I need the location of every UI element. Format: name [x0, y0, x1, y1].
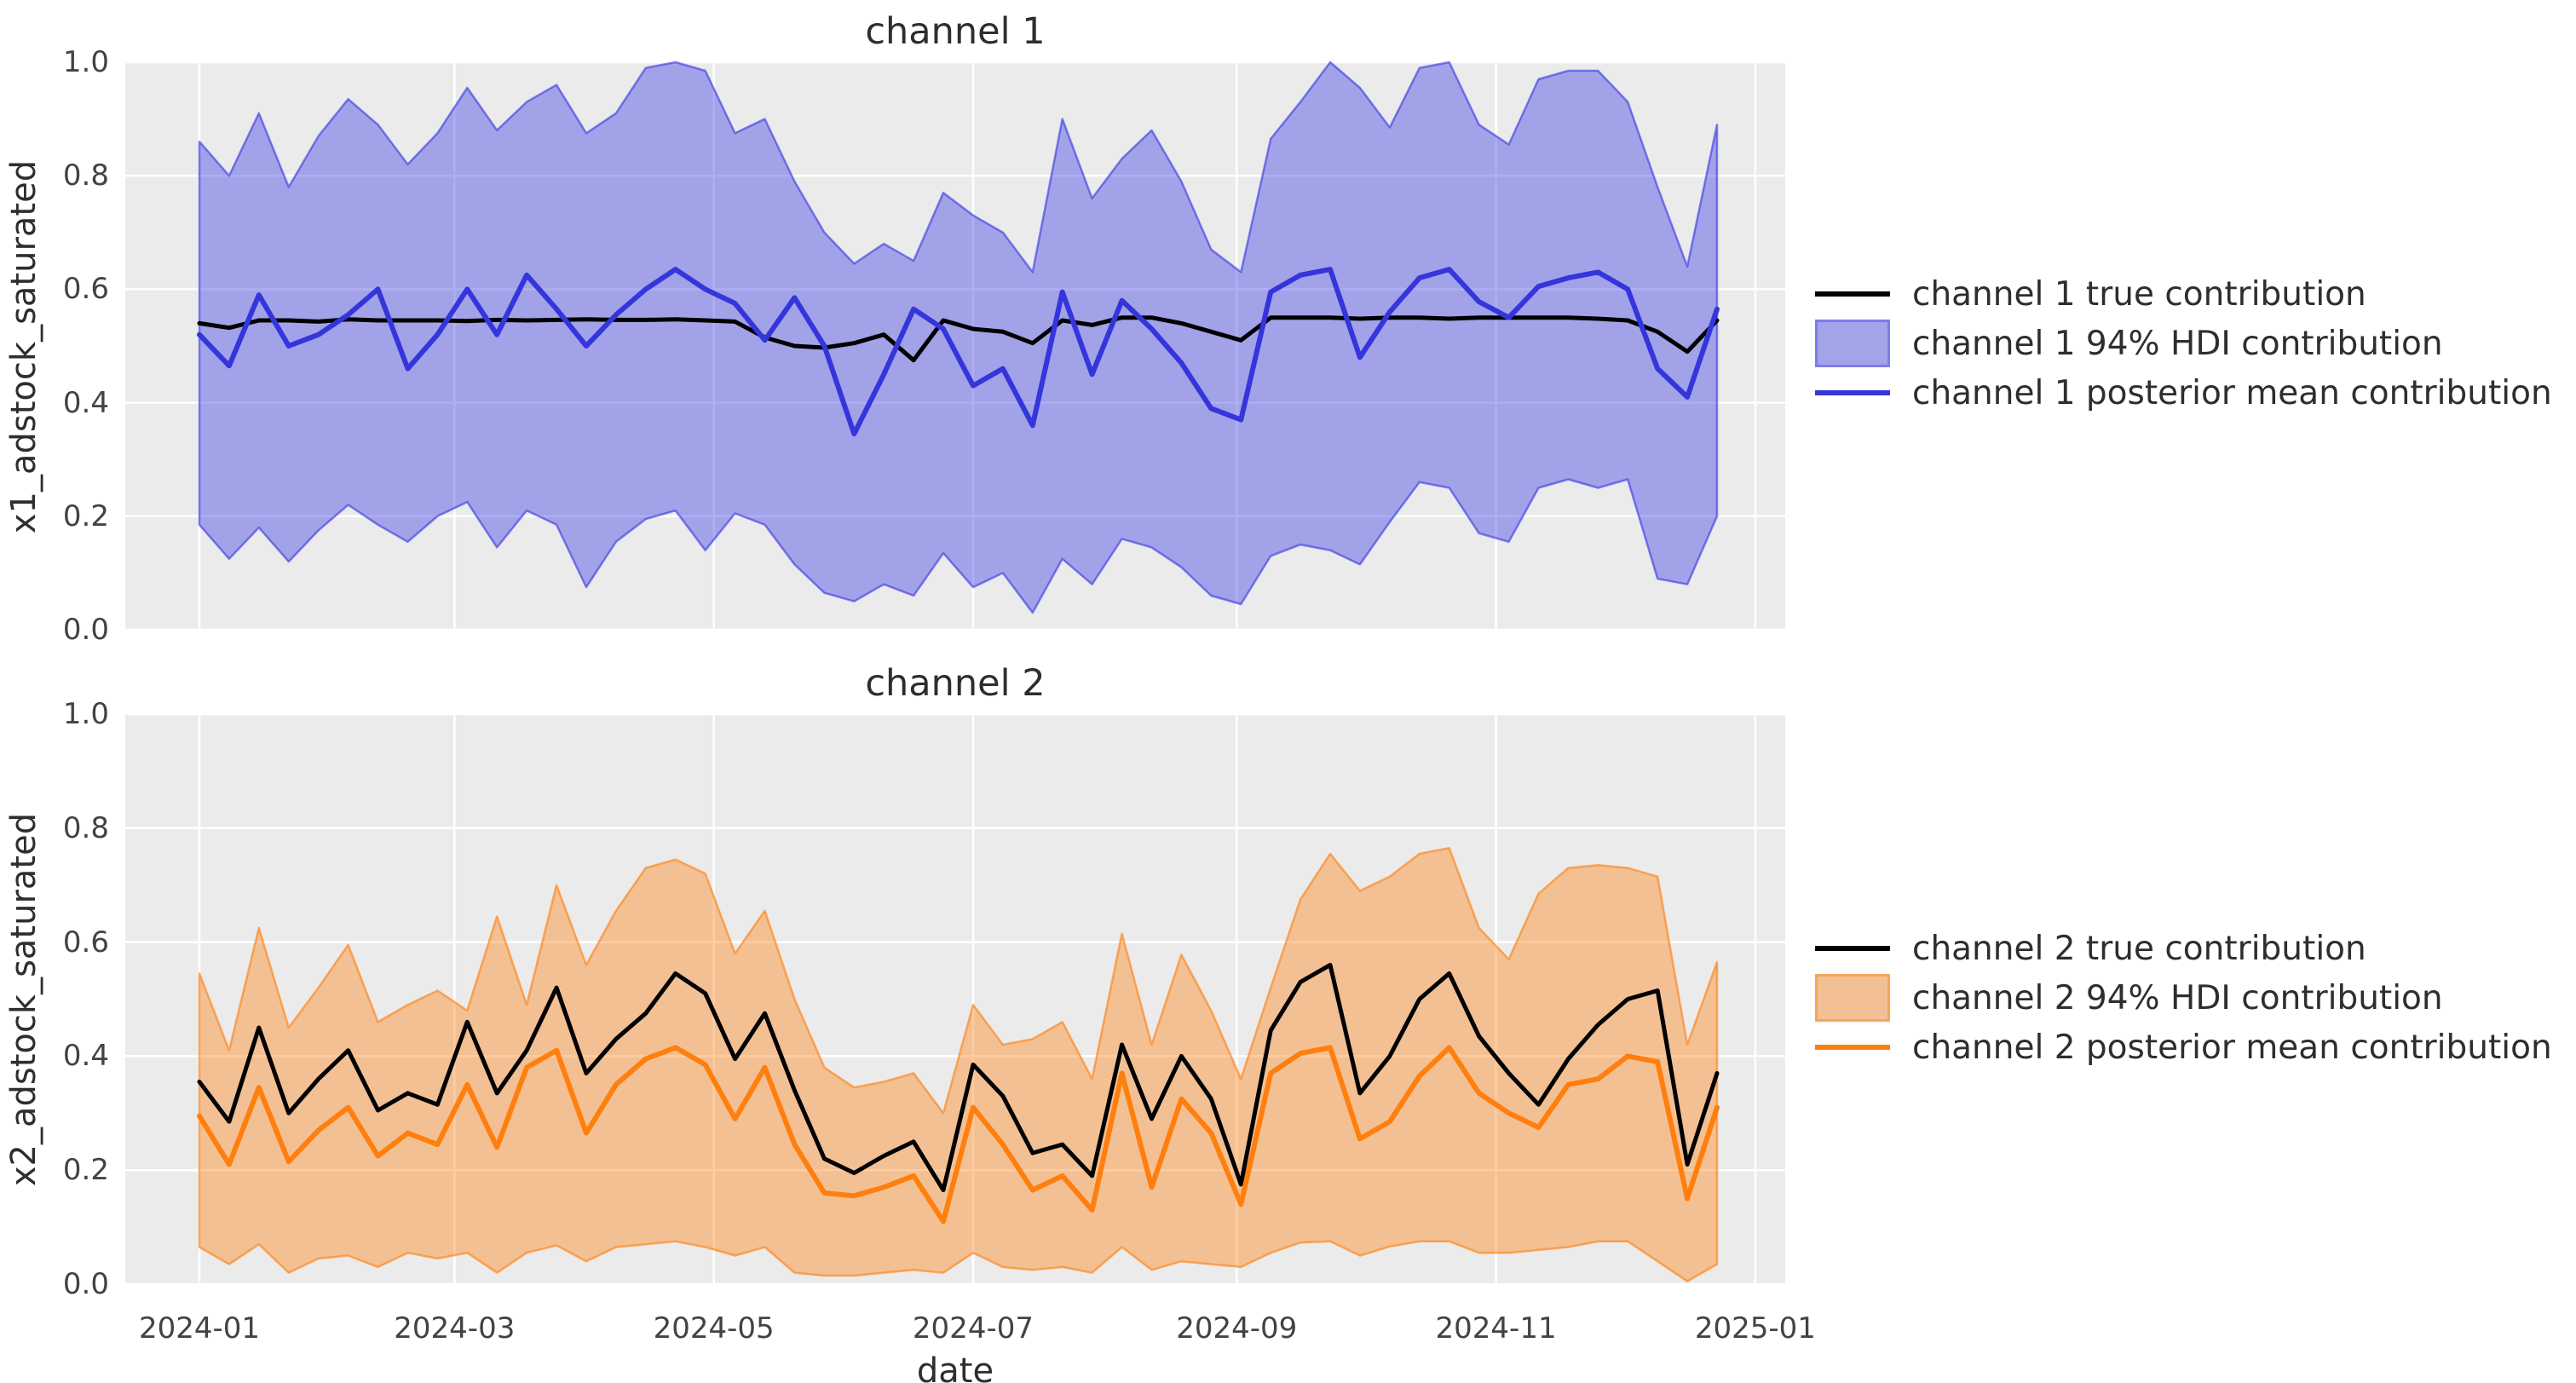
posterior-mean-swatch [1815, 1045, 1890, 1050]
true-line-swatch [1815, 291, 1890, 297]
x-tick-label: 2024-07 [912, 1311, 1034, 1346]
y-tick-label: 1.0 [62, 45, 109, 79]
posterior-mean-line [197, 1045, 1720, 1225]
y-tick-label: 0.0 [62, 1267, 109, 1301]
y-tick-label: 1.0 [62, 697, 109, 731]
legend-label: channel 2 posterior mean contribution [1912, 1028, 2552, 1067]
y-tick-label: 0.6 [62, 272, 109, 307]
legend-channel-1: channel 1 true contribution channel 1 94… [1815, 269, 2565, 418]
true-contribution-line [197, 962, 1720, 1193]
subplot-channel-1 [125, 61, 1785, 631]
y-tick-label: 0.6 [62, 925, 109, 959]
hdi-band-swatch [1815, 974, 1890, 1022]
subplot2-title: channel 2 [865, 662, 1046, 705]
legend-row: channel 2 posterior mean contribution [1815, 1023, 2565, 1072]
true-contribution-line [197, 315, 1720, 363]
legend-row: channel 1 true contribution [1815, 269, 2565, 319]
legend-row: channel 1 posterior mean contribution [1815, 368, 2565, 418]
plot-background [125, 714, 1785, 1284]
posterior-mean-swatch [1815, 390, 1890, 395]
subplot1-title: channel 1 [865, 10, 1046, 53]
legend-label: channel 2 94% HDI contribution [1912, 978, 2443, 1017]
legend-channel-2: channel 2 true contribution channel 2 94… [1815, 924, 2565, 1072]
hdi-band [198, 846, 1719, 1282]
hdi-band-swatch [1815, 320, 1890, 367]
subplot2-ylabel: x2_adstock_saturated [4, 812, 43, 1187]
x-tick-label: 2025-01 [1694, 1311, 1816, 1346]
legend-label: channel 1 true contribution [1912, 274, 2366, 314]
legend-label: channel 1 94% HDI contribution [1912, 324, 2443, 363]
posterior-mean-line [197, 267, 1720, 437]
y-tick-label: 0.0 [62, 613, 109, 647]
y-tick-label: 0.8 [62, 158, 109, 193]
legend-row: channel 1 94% HDI contribution [1815, 319, 2565, 368]
y-tick-label: 0.4 [62, 385, 109, 420]
legend-row: channel 2 94% HDI contribution [1815, 973, 2565, 1023]
x-tick-label: 2024-09 [1176, 1311, 1298, 1346]
legend-label: channel 2 true contribution [1912, 929, 2366, 968]
hdi-band [198, 61, 1719, 614]
x-tick-label: 2024-11 [1435, 1311, 1557, 1346]
x-axis-label: date [916, 1351, 994, 1383]
y-tick-label: 0.2 [62, 498, 109, 533]
subplot-channel-2 [125, 712, 1785, 1286]
x-tick-label: 2024-05 [653, 1311, 775, 1346]
y-tick-label: 0.4 [62, 1039, 109, 1074]
x-tick-label: 2024-03 [394, 1311, 516, 1346]
legend-label: channel 1 posterior mean contribution [1912, 373, 2552, 412]
legend-row: channel 2 true contribution [1815, 924, 2565, 973]
y-tick-label: 0.2 [62, 1153, 109, 1188]
x-tick-label: 2024-01 [138, 1311, 261, 1346]
true-line-swatch [1815, 946, 1890, 951]
y-tick-label: 0.8 [62, 810, 109, 845]
subplot1-ylabel: x1_adstock_saturated [4, 159, 43, 534]
